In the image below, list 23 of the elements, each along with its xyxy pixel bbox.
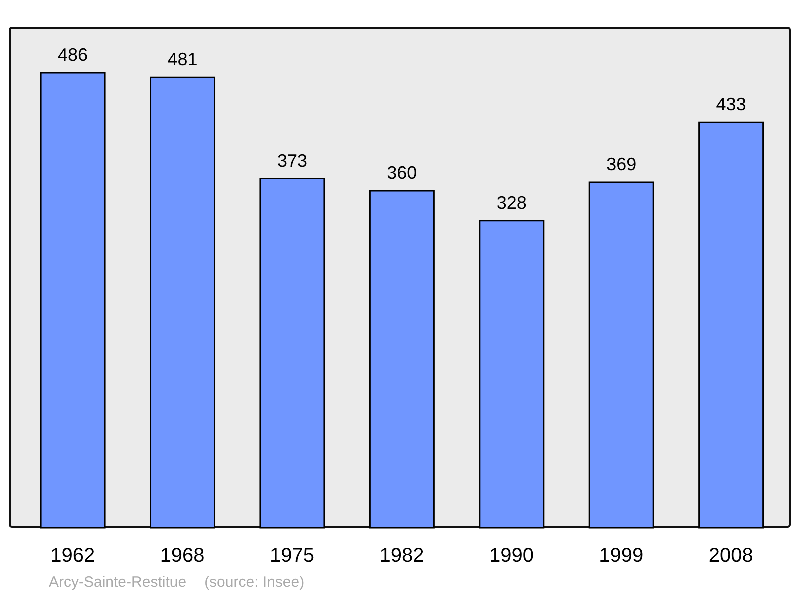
bar bbox=[150, 76, 216, 529]
bar bbox=[698, 122, 764, 529]
x-tick-label: 1962 bbox=[50, 545, 96, 568]
data-label: 360 bbox=[387, 162, 418, 183]
data-label: 433 bbox=[716, 94, 746, 115]
text: Arcy-Sainte-Restitue bbox=[49, 574, 187, 591]
data-label: 486 bbox=[58, 45, 88, 65]
bar bbox=[369, 190, 435, 529]
bar bbox=[479, 220, 545, 529]
x-tick-label: 1982 bbox=[380, 545, 424, 568]
text: (source: Insee) bbox=[204, 574, 305, 591]
data-label: 369 bbox=[606, 154, 637, 175]
data-label: 373 bbox=[277, 150, 308, 171]
data-label: 481 bbox=[168, 50, 198, 70]
x-tick-label: 1975 bbox=[270, 545, 315, 568]
bar bbox=[588, 182, 654, 529]
data-label: 328 bbox=[496, 192, 527, 213]
bar bbox=[40, 72, 106, 529]
bar bbox=[260, 178, 326, 529]
x-tick-label: 1990 bbox=[489, 545, 534, 568]
x-tick-label: 2008 bbox=[708, 545, 754, 568]
x-tick-label: 1968 bbox=[160, 545, 205, 568]
x-tick-label: 1999 bbox=[599, 545, 644, 568]
